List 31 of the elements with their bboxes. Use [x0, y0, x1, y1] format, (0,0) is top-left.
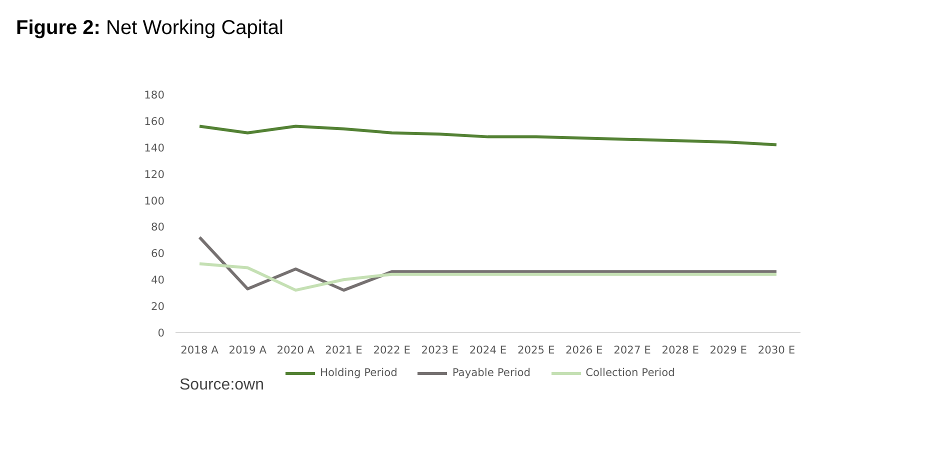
y-tick-label: 60: [150, 247, 165, 260]
y-tick-label: 160: [144, 114, 165, 128]
x-tick-label: 2019 A: [228, 344, 268, 356]
y-tick-label: 20: [150, 300, 165, 314]
chart-title: Figure 2: Net Working Capital: [16, 16, 284, 41]
x-tick-label: 2027 E: [614, 344, 652, 356]
y-tick-label: 80: [150, 220, 165, 234]
x-tick-label: 2021 E: [325, 344, 363, 356]
x-tick-label: 2028 E: [662, 344, 700, 356]
x-tick-label: 2018 A: [180, 344, 220, 356]
line-series: [198, 124, 778, 146]
y-tick-label: 100: [144, 194, 165, 208]
x-tick-label: 2022 E: [373, 344, 411, 356]
legend-label: Payable Period: [452, 366, 531, 379]
legend-label: Holding Period: [320, 366, 398, 379]
x-tick-label: 2025 E: [517, 344, 555, 356]
x-tick-label: 2020 A: [276, 344, 316, 356]
x-tick-label: 2029 E: [710, 344, 748, 356]
y-tick-label: 0: [158, 326, 165, 340]
y-tick-label: 180: [144, 88, 165, 102]
legend-label: Collection Period: [586, 366, 675, 379]
line-series: [198, 236, 778, 292]
line-series: [198, 262, 778, 292]
y-tick-label: 40: [150, 274, 165, 287]
x-tick-label: 2024 E: [469, 344, 507, 356]
y-tick-label: 140: [144, 141, 165, 154]
x-tick-label: 2030 E: [758, 344, 796, 356]
source-note: Source:own: [180, 376, 264, 394]
y-tick-label: 120: [144, 168, 165, 181]
x-tick-label: 2023 E: [421, 344, 459, 356]
x-tick-label: 2026 E: [566, 344, 604, 356]
